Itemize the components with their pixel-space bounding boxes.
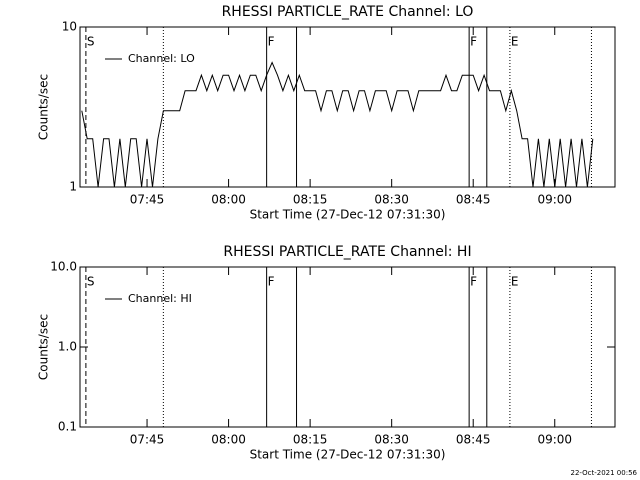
plot-frame xyxy=(79,266,616,428)
event-label: S xyxy=(87,35,95,49)
x-tick-label: 07:45 xyxy=(130,433,165,447)
chart-title: RHESSI PARTICLE_RATE Channel: LO xyxy=(222,4,474,20)
x-tick-label: 08:45 xyxy=(456,193,491,207)
x-axis-label: Start Time (27-Dec-12 07:31:30) xyxy=(250,208,446,222)
event-label: F xyxy=(268,275,275,289)
x-tick-label: 08:15 xyxy=(293,433,328,447)
y-tick-label: 1 xyxy=(69,180,77,194)
event-label: F xyxy=(470,35,477,49)
event-label: F xyxy=(470,275,477,289)
event-label: F xyxy=(268,35,275,49)
x-tick-label: 09:00 xyxy=(537,193,572,207)
x-tick-label: 08:45 xyxy=(456,433,491,447)
y-tick-label: 1.0 xyxy=(58,340,77,354)
y-tick-label: 10 xyxy=(62,20,77,34)
x-tick-label: 08:30 xyxy=(374,193,409,207)
x-tick-label: 07:45 xyxy=(130,193,165,207)
event-label: E xyxy=(511,35,519,49)
legend-label: Channel: HI xyxy=(128,292,192,305)
footer-date: 22-Oct-2021 00:56 xyxy=(571,469,638,477)
event-label: E xyxy=(511,275,519,289)
x-tick-label: 08:30 xyxy=(374,433,409,447)
y-tick-label: 10.0 xyxy=(50,260,77,274)
data-line xyxy=(81,61,594,188)
x-tick-label: 08:15 xyxy=(293,193,328,207)
x-axis-label: Start Time (27-Dec-12 07:31:30) xyxy=(250,448,446,462)
event-label: S xyxy=(87,275,95,289)
chart-title: RHESSI PARTICLE_RATE Channel: HI xyxy=(223,244,471,260)
x-tick-label: 09:00 xyxy=(537,433,572,447)
x-tick-label: 08:00 xyxy=(211,193,246,207)
legend-label: Channel: LO xyxy=(128,52,195,65)
y-tick-label: 0.1 xyxy=(58,420,77,434)
y-axis-label: Counts/sec xyxy=(37,314,51,380)
x-tick-label: 08:00 xyxy=(211,433,246,447)
plot-frame xyxy=(79,26,616,188)
y-axis-label: Counts/sec xyxy=(37,74,51,140)
